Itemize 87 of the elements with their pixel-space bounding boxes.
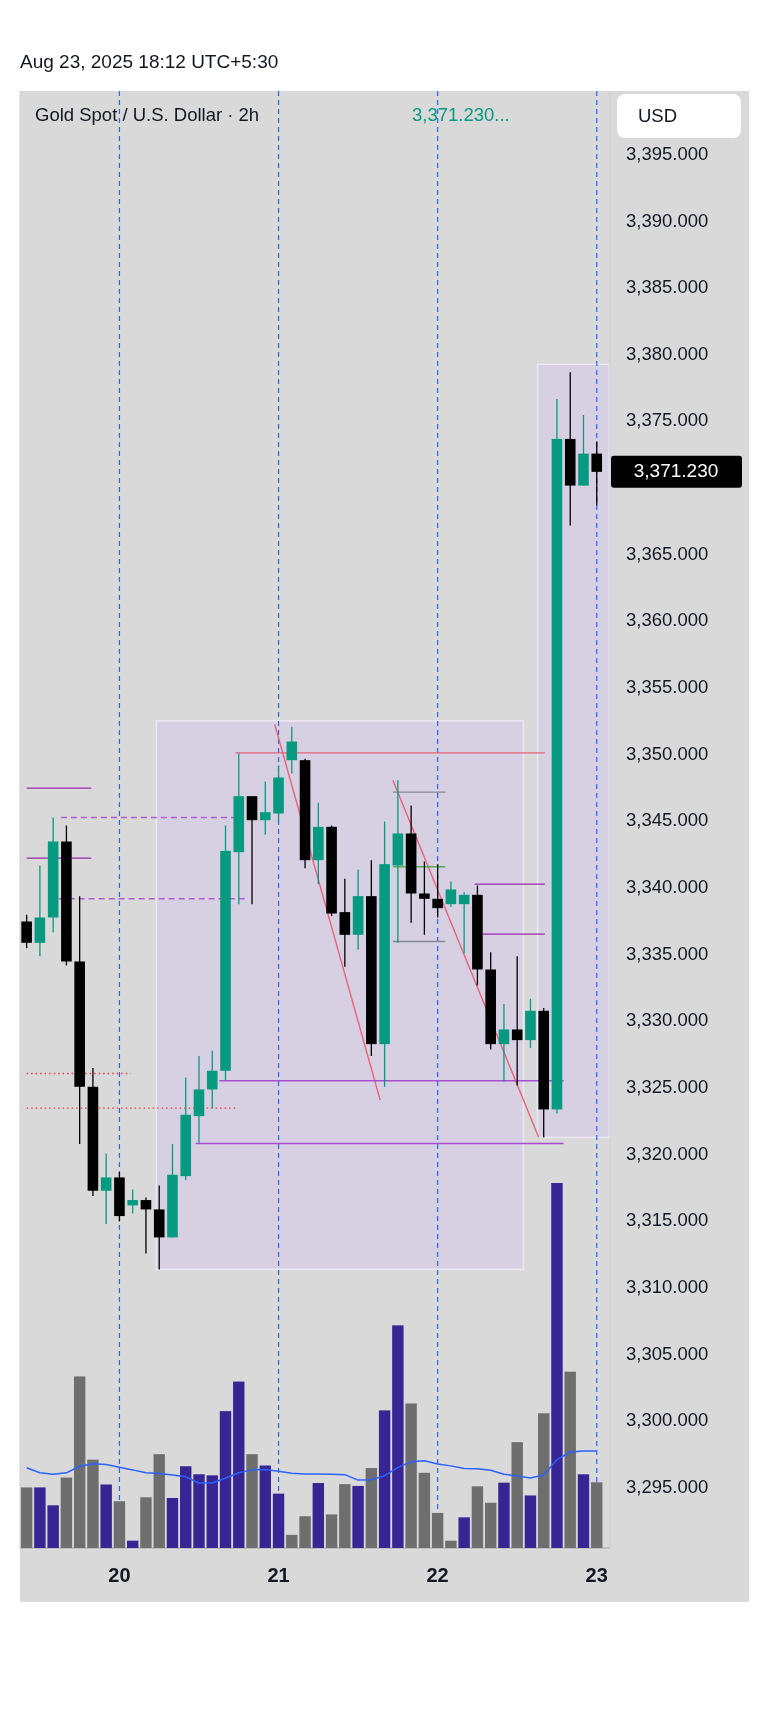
candlestick (246, 795, 258, 905)
bar (73, 1376, 86, 1548)
bar (325, 1514, 338, 1548)
bar (458, 1517, 470, 1548)
y-tick-label: 3,385.000 (626, 276, 709, 298)
bar (113, 1501, 126, 1548)
candlestick (498, 1003, 510, 1083)
x-tick-label: 21 (267, 1564, 290, 1586)
y-tick-label: 3,380.000 (626, 342, 709, 364)
bar (498, 1482, 510, 1549)
bar (219, 1411, 232, 1548)
y-tick-label: 3,360.000 (626, 609, 709, 631)
candlestick (259, 780, 271, 836)
y-tick-label: 3,330.000 (626, 1009, 709, 1031)
bar (564, 1371, 576, 1548)
bar (378, 1410, 391, 1549)
candlestick (511, 955, 523, 1087)
bar (140, 1497, 152, 1549)
bar (206, 1475, 218, 1548)
y-tick-label: 3,340.000 (626, 876, 709, 898)
candlestick (445, 880, 457, 908)
bar (20, 1487, 33, 1548)
bar (392, 1325, 404, 1548)
bar (591, 1482, 603, 1548)
bar (87, 1459, 99, 1548)
y-tick-label: 3,310.000 (626, 1275, 709, 1297)
annotation: 3,371.230... (412, 104, 510, 125)
bar (259, 1465, 271, 1548)
y-tick-label: 3,345.000 (626, 809, 709, 831)
bar (484, 1502, 497, 1548)
bar (166, 1497, 179, 1548)
bar (352, 1485, 364, 1548)
y-tick-label: 3,300.000 (626, 1409, 709, 1431)
bar (405, 1403, 417, 1548)
text: Gold Spot / U.S. Dollar · 2h (35, 104, 260, 125)
y-tick-label: 3,305.000 (626, 1342, 709, 1364)
bar (127, 1540, 139, 1548)
bar (193, 1474, 205, 1548)
y-tick-label: 3,325.000 (626, 1076, 709, 1097)
y-tick-label: 3,295.000 (626, 1475, 709, 1497)
candlestick (286, 726, 298, 775)
bar (233, 1381, 245, 1548)
bar (246, 1454, 258, 1548)
candlestick (21, 914, 32, 949)
bar (431, 1512, 444, 1548)
bar (445, 1540, 457, 1548)
bar (312, 1483, 325, 1548)
y-tick-label: 3,355.000 (626, 676, 709, 698)
candlestick (206, 1050, 218, 1109)
bar (511, 1442, 523, 1548)
x-tick-label: 20 (108, 1564, 131, 1586)
y-tick-label: 3,395.000 (626, 142, 709, 164)
bar (339, 1484, 351, 1548)
y-tick-label: 3,375.000 (626, 409, 709, 431)
y-tick-label: 3,335.000 (626, 942, 709, 964)
candlestick (339, 878, 351, 968)
y-tick-label: 3,390.000 (626, 209, 709, 231)
candlestick (100, 1152, 112, 1225)
x-tick-label: 22 (426, 1564, 449, 1586)
candlestick (419, 860, 430, 936)
text: 3,371.230 (633, 459, 719, 481)
y-tick-label: 3,315.000 (626, 1209, 709, 1231)
bar (551, 1183, 563, 1548)
bar (272, 1493, 285, 1548)
y-tick-label: 3,365.000 (626, 542, 709, 564)
bar (299, 1516, 311, 1548)
x-tick-label: 23 (585, 1564, 608, 1586)
candlestick (127, 1188, 138, 1215)
candlestick (458, 891, 470, 955)
bar (524, 1495, 537, 1548)
candlestick (432, 863, 443, 919)
bar (100, 1484, 112, 1548)
bar (577, 1474, 590, 1548)
bar (471, 1486, 484, 1548)
bar (60, 1477, 73, 1549)
y-axis-title: USD (638, 104, 678, 126)
y-tick-label: 3,320.000 (626, 1142, 709, 1164)
candlestick (140, 1196, 152, 1255)
bar (365, 1468, 378, 1548)
y-tick-label: 3,350.000 (626, 742, 709, 764)
bar (286, 1534, 298, 1548)
bar (180, 1466, 192, 1548)
chart-subtitle: Aug 23, 2025 18:12 UTC+5:30 (20, 51, 279, 72)
bar (153, 1454, 165, 1548)
bar (418, 1472, 431, 1548)
bar (538, 1413, 550, 1548)
candlestick (591, 440, 603, 507)
